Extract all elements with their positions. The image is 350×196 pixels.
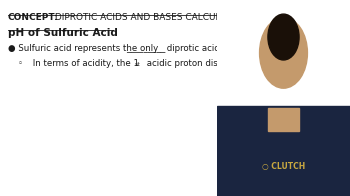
Bar <box>267 108 300 131</box>
Text: acidic proton dissociates: acidic proton dissociates <box>144 59 256 68</box>
Text: CONCEPT:: CONCEPT: <box>8 13 59 22</box>
Bar <box>217 0 350 122</box>
Text: DIPROTIC ACIDS AND BASES CALCULATIONS: DIPROTIC ACIDS AND BASES CALCULATIONS <box>52 13 254 22</box>
Text: ○ CLUTCH: ○ CLUTCH <box>262 162 305 171</box>
Text: nd: nd <box>323 62 331 67</box>
Text: _____________: _____________ <box>240 59 297 68</box>
Text: and the 2: and the 2 <box>284 59 328 68</box>
Text: diprotic acid.: diprotic acid. <box>164 44 222 53</box>
Text: st: st <box>135 62 141 67</box>
Text: ● Sulfuric acid represents the only: ● Sulfuric acid represents the only <box>8 44 161 53</box>
Text: acidic proton only: acidic proton only <box>332 59 350 68</box>
Circle shape <box>268 14 299 60</box>
Text: _________: _________ <box>126 44 165 53</box>
Text: In terms of acidity, the 1: In terms of acidity, the 1 <box>30 59 139 68</box>
Bar <box>217 106 350 196</box>
Text: pH of Sulfuric Acid: pH of Sulfuric Acid <box>8 28 118 38</box>
Text: ◦: ◦ <box>18 59 23 68</box>
Circle shape <box>260 18 307 88</box>
